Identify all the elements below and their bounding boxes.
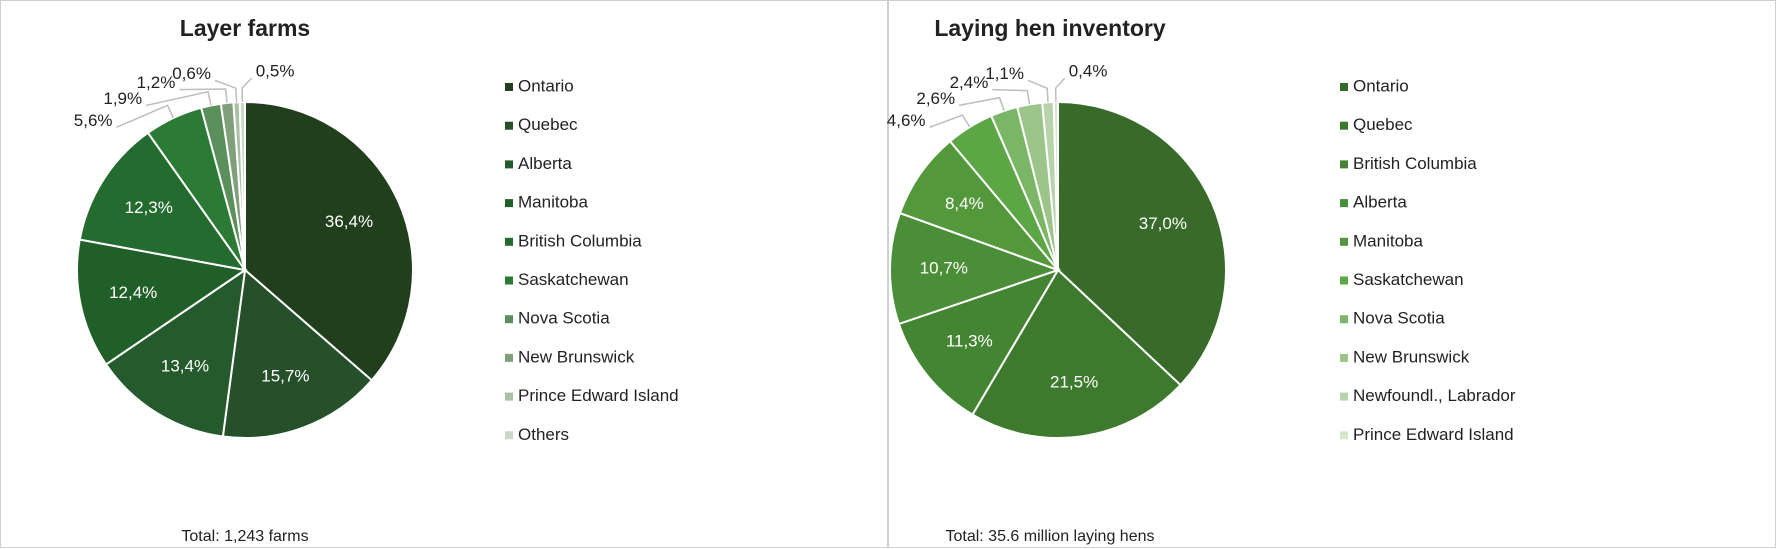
data-label: 12,3% — [125, 198, 173, 217]
data-label: 8,4% — [945, 194, 984, 213]
legend-swatch — [505, 276, 513, 285]
data-label: 13,4% — [161, 357, 209, 376]
legend-label: Alberta — [518, 154, 572, 173]
pie-slice — [1057, 100, 1228, 387]
legend-label: Ontario — [1353, 76, 1409, 95]
data-label: 12,4% — [109, 283, 157, 302]
legend-label: Others — [518, 425, 569, 444]
legend-swatch — [505, 431, 513, 440]
data-label: 1,1% — [985, 64, 1024, 83]
chart-footnote: Total: 35.6 million laying hens — [945, 528, 1154, 545]
data-label: 0,6% — [172, 64, 211, 83]
leader-line — [1054, 77, 1066, 103]
legend-swatch — [1340, 392, 1348, 401]
legend-label: Manitoba — [518, 193, 588, 212]
legend-swatch — [1340, 315, 1348, 324]
pie-slice — [78, 131, 248, 272]
panel-border — [0, 0, 888, 548]
leader-line — [958, 96, 1005, 112]
pie-slice — [76, 238, 248, 366]
legend-label: British Columbia — [518, 231, 642, 250]
data-label: 15,7% — [261, 366, 309, 385]
data-label: 2,4% — [950, 73, 989, 92]
legend-swatch — [505, 353, 513, 362]
legend-swatch — [1340, 276, 1348, 285]
leader-line — [241, 77, 253, 103]
data-label: 10,7% — [920, 258, 968, 277]
data-label: 4,6% — [887, 111, 926, 130]
legend-swatch — [1340, 121, 1348, 130]
legend-label: Newfoundl., Labrador — [1353, 386, 1516, 405]
legend-label: Quebec — [1353, 115, 1413, 134]
legend-swatch — [505, 121, 513, 130]
pie-slice — [244, 100, 414, 382]
pie-slice — [889, 211, 1062, 326]
data-label: 36,4% — [325, 212, 373, 231]
legend-swatch — [505, 160, 513, 169]
data-label: 1,9% — [103, 89, 142, 108]
legend-swatch — [505, 237, 513, 246]
data-label: 11,3% — [946, 331, 993, 350]
data-label: 21,5% — [1050, 373, 1098, 392]
legend-label: Prince Edward Island — [518, 386, 679, 405]
legend-label: Saskatchewan — [518, 270, 629, 289]
legend-label: Quebec — [518, 115, 578, 134]
legend-swatch — [1340, 353, 1348, 362]
pie-slice — [898, 139, 1062, 273]
leader-line — [992, 88, 1031, 105]
leader-line — [1027, 79, 1049, 103]
leader-line — [929, 114, 971, 129]
data-label: 0,5% — [256, 62, 295, 81]
data-label: 37,0% — [1139, 214, 1187, 233]
legend-label: Saskatchewan — [1353, 270, 1464, 289]
legend-label: New Brunswick — [1353, 347, 1470, 366]
legend-label: Nova Scotia — [1353, 309, 1445, 328]
legend-label: New Brunswick — [518, 347, 635, 366]
legend-label: Prince Edward Island — [1353, 425, 1514, 444]
legend-label: Alberta — [1353, 193, 1407, 212]
pie-slice — [104, 267, 247, 438]
data-label: 2,6% — [916, 89, 955, 108]
data-label: 5,6% — [74, 111, 113, 130]
chart-footnote: Total: 1,243 farms — [181, 528, 308, 545]
data-label: 1,2% — [137, 73, 176, 92]
leader-line — [116, 104, 175, 129]
legend-swatch — [1340, 160, 1348, 169]
legend-swatch — [505, 83, 513, 91]
legend-swatch — [505, 392, 513, 401]
legend-label: Ontario — [518, 76, 574, 95]
pie-slice — [971, 268, 1182, 439]
legend-swatch — [505, 199, 513, 208]
leader-line — [179, 88, 228, 104]
chart-title: Layer farms — [180, 15, 310, 41]
data-label: 0,4% — [1069, 62, 1108, 81]
legend-swatch — [1340, 83, 1348, 91]
chart-title: Laying hen inventory — [934, 15, 1166, 41]
legend-label: Nova Scotia — [518, 309, 610, 328]
legend-swatch — [1340, 431, 1348, 440]
pie-slice — [238, 100, 246, 271]
legend-label: British Columbia — [1353, 154, 1477, 173]
pie-slice — [221, 268, 374, 439]
leader-line — [214, 79, 238, 103]
leader-line — [145, 90, 212, 107]
pie-slice — [897, 268, 1061, 416]
legend-swatch — [1340, 237, 1348, 246]
legend-swatch — [505, 315, 513, 324]
legend-swatch — [1340, 199, 1348, 208]
legend-label: Manitoba — [1353, 231, 1423, 250]
